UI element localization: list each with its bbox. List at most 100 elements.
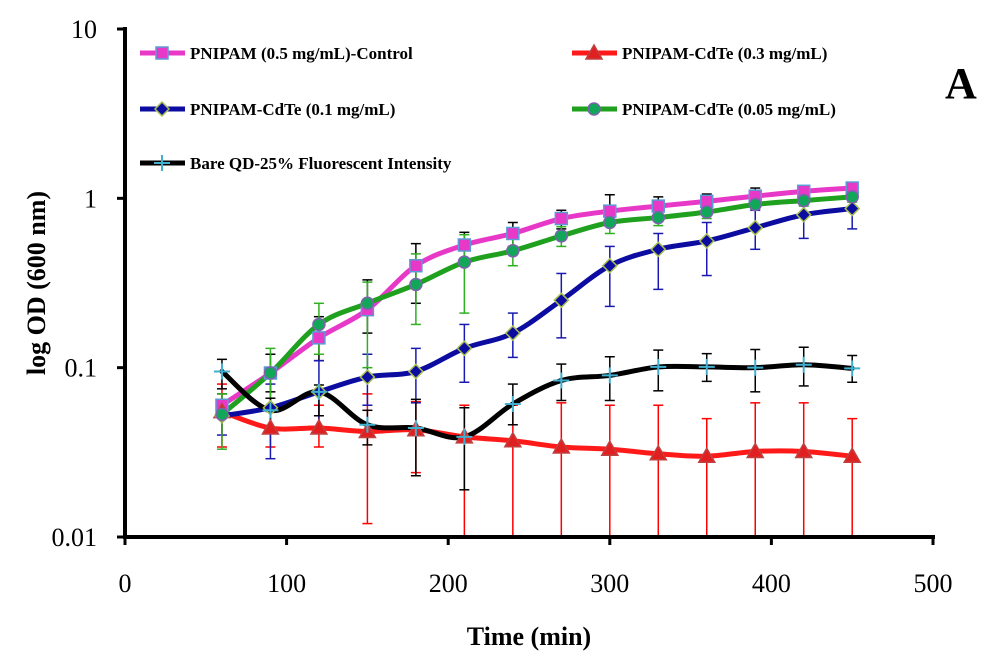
x-tick-label: 500 (914, 569, 953, 598)
series-2-point (842, 446, 862, 463)
series-5-point (747, 359, 764, 376)
series-3-point (601, 257, 618, 274)
series-2-point (697, 446, 717, 463)
series-1-point (312, 331, 326, 345)
series-5-point (844, 360, 861, 377)
series-3-point (456, 340, 473, 357)
series-5-errorbar (459, 406, 470, 491)
series-2-point (648, 444, 668, 461)
axes (123, 27, 935, 539)
x-tick-label: 200 (429, 569, 468, 598)
series-2-errorbar (604, 404, 615, 537)
legend-label: PNIPAM (0.5 mg/mL)-Control (190, 44, 413, 63)
legend-swatch-marker (153, 100, 171, 118)
series-5-point (698, 358, 715, 375)
x-axis-title: Time (min) (467, 622, 591, 651)
series-4-point (360, 296, 375, 311)
series-1-point (603, 204, 617, 218)
series-3-point (795, 206, 812, 223)
legend: PNIPAM (0.5 mg/mL)-Control PNIPAM-CdTe (0… (140, 43, 836, 173)
series-2-point (794, 441, 814, 459)
series-2-errorbar (798, 402, 809, 537)
series-3-point (844, 200, 861, 217)
series-5-point (359, 416, 376, 433)
series-5-point (456, 428, 473, 445)
series-2-point (600, 439, 620, 456)
series-4-point (845, 190, 859, 204)
series-2-errorbar (847, 417, 858, 537)
series-2-point (261, 418, 280, 435)
series-2-errorbar (556, 402, 567, 537)
series-4-point (506, 244, 520, 258)
series-2-errorbar (653, 404, 664, 537)
series-5-errorbar (410, 398, 421, 477)
legend-label: PNIPAM-CdTe (0.05 mg/mL) (622, 100, 836, 119)
series-5-point (407, 420, 424, 437)
legend-item: PNIPAM-CdTe (0.05 mg/mL) (572, 100, 836, 119)
y-tick-label: 1 (84, 184, 97, 213)
markers-layer (212, 181, 862, 463)
x-tick-label: 100 (267, 569, 306, 598)
x-tick-label: 0 (119, 569, 132, 598)
series-1-point (506, 226, 520, 241)
legend-item: PNIPAM-CdTe (0.3 mg/mL) (572, 43, 827, 63)
legend-item: PNIPAM (0.5 mg/mL)-Control (140, 44, 413, 63)
y-tick-label: 0.1 (65, 354, 98, 383)
series-4-point (796, 193, 811, 208)
errorbars-layer (216, 182, 858, 537)
series-5-point (310, 383, 327, 400)
y-tick-label: 10 (71, 15, 97, 44)
series-4-point (409, 277, 423, 292)
series-1-point (554, 211, 569, 226)
series-4-point (651, 210, 666, 225)
legend-label: PNIPAM-CdTe (0.1 mg/mL) (190, 100, 395, 119)
series-5-point (504, 396, 521, 413)
series-1-point (457, 238, 472, 252)
series-3-point (698, 232, 715, 250)
x-tick-label: 400 (752, 569, 791, 598)
legend-swatch-marker (584, 43, 604, 60)
legend-swatch-marker (155, 46, 169, 60)
series-5-point (650, 358, 667, 375)
series-5-point (601, 367, 618, 384)
legend-label: Bare QD-25% Fluorescent Intensity (190, 154, 452, 173)
legend-label: PNIPAM-CdTe (0.3 mg/mL) (622, 44, 827, 63)
series-4-errorbar (362, 281, 373, 369)
series-2-errorbar (701, 417, 712, 537)
series-4-point (312, 317, 326, 332)
series-1-point (409, 258, 423, 273)
series-2-point (552, 437, 571, 454)
series-5-point (553, 372, 570, 389)
series-3-point (747, 219, 764, 236)
series-3-errorbar (604, 245, 615, 308)
series-4-point (263, 366, 278, 380)
series-3-point (650, 241, 667, 258)
series-2-errorbar (750, 402, 761, 537)
series-5-point (795, 356, 812, 373)
series-2-point (503, 431, 523, 448)
series-3-point (504, 325, 521, 342)
series-4-point (215, 407, 229, 422)
legend-swatch-marker (154, 155, 170, 171)
series-4-point (457, 255, 472, 269)
series-3-point (359, 369, 376, 386)
series-1-point (651, 199, 666, 213)
series-4-point (748, 197, 762, 212)
legend-item: PNIPAM-CdTe (0.1 mg/mL) (140, 100, 395, 119)
panel-label: A (945, 59, 977, 108)
series-5-point (262, 402, 279, 419)
series-2-point (309, 418, 329, 435)
legend-swatch-marker (587, 102, 601, 116)
series-4-point (603, 215, 617, 230)
series-3-point (553, 292, 570, 309)
x-tick-label: 300 (590, 569, 629, 598)
ticks-layer: 0 100 200 300 400 500 0.01 0.1 1 10 (52, 15, 953, 598)
series-4-point (700, 205, 714, 219)
y-axis-title: log OD (600 nm) (22, 191, 51, 375)
series-5-point (213, 363, 230, 380)
series-4-point (554, 229, 569, 243)
legend-item: Bare QD-25% Fluorescent Intensity (140, 154, 452, 173)
series-1-line (219, 185, 855, 408)
y-tick-label: 0.01 (52, 523, 98, 552)
